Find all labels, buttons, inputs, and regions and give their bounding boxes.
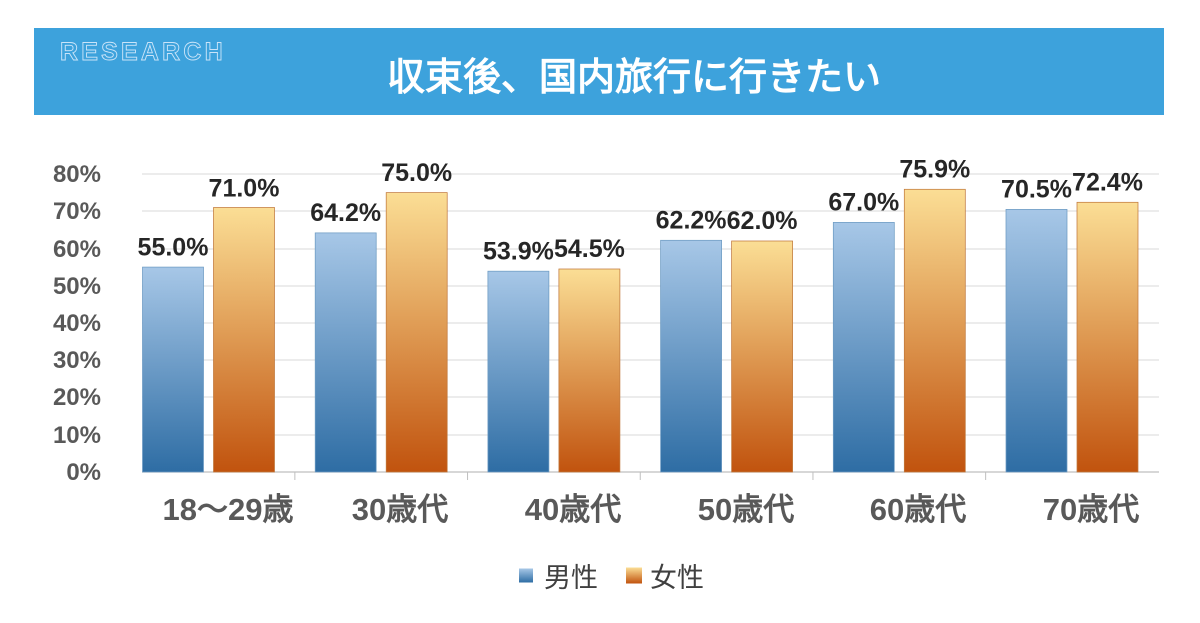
svg-text:18〜29歳: 18〜29歳 bbox=[163, 492, 294, 527]
svg-text:60%: 60% bbox=[53, 236, 101, 263]
svg-text:30%: 30% bbox=[53, 347, 101, 374]
svg-text:40%: 40% bbox=[53, 310, 101, 337]
svg-text:70.5%: 70.5% bbox=[1001, 176, 1072, 204]
svg-text:30歳代: 30歳代 bbox=[352, 492, 448, 527]
svg-text:男性: 男性 bbox=[544, 563, 598, 593]
svg-text:75.0%: 75.0% bbox=[381, 159, 452, 187]
svg-text:70歳代: 70歳代 bbox=[1043, 492, 1139, 527]
svg-text:53.9%: 53.9% bbox=[483, 237, 554, 265]
svg-text:50%: 50% bbox=[53, 273, 101, 300]
svg-text:55.0%: 55.0% bbox=[138, 234, 209, 262]
svg-text:75.9%: 75.9% bbox=[899, 156, 970, 184]
svg-text:20%: 20% bbox=[53, 384, 101, 411]
svg-text:64.2%: 64.2% bbox=[310, 199, 381, 227]
svg-text:10%: 10% bbox=[53, 422, 101, 449]
svg-text:62.0%: 62.0% bbox=[727, 207, 798, 235]
svg-text:40歳代: 40歳代 bbox=[525, 492, 621, 527]
svg-text:70%: 70% bbox=[53, 198, 101, 225]
svg-text:女性: 女性 bbox=[650, 563, 704, 593]
svg-text:54.5%: 54.5% bbox=[554, 235, 625, 263]
svg-text:60歳代: 60歳代 bbox=[870, 492, 966, 527]
svg-text:62.2%: 62.2% bbox=[656, 207, 727, 235]
svg-text:71.0%: 71.0% bbox=[209, 175, 280, 203]
svg-text:50歳代: 50歳代 bbox=[698, 492, 794, 527]
svg-text:72.4%: 72.4% bbox=[1072, 169, 1143, 197]
svg-text:0%: 0% bbox=[66, 459, 101, 486]
svg-text:80%: 80% bbox=[53, 161, 101, 188]
svg-text:67.0%: 67.0% bbox=[828, 189, 899, 217]
